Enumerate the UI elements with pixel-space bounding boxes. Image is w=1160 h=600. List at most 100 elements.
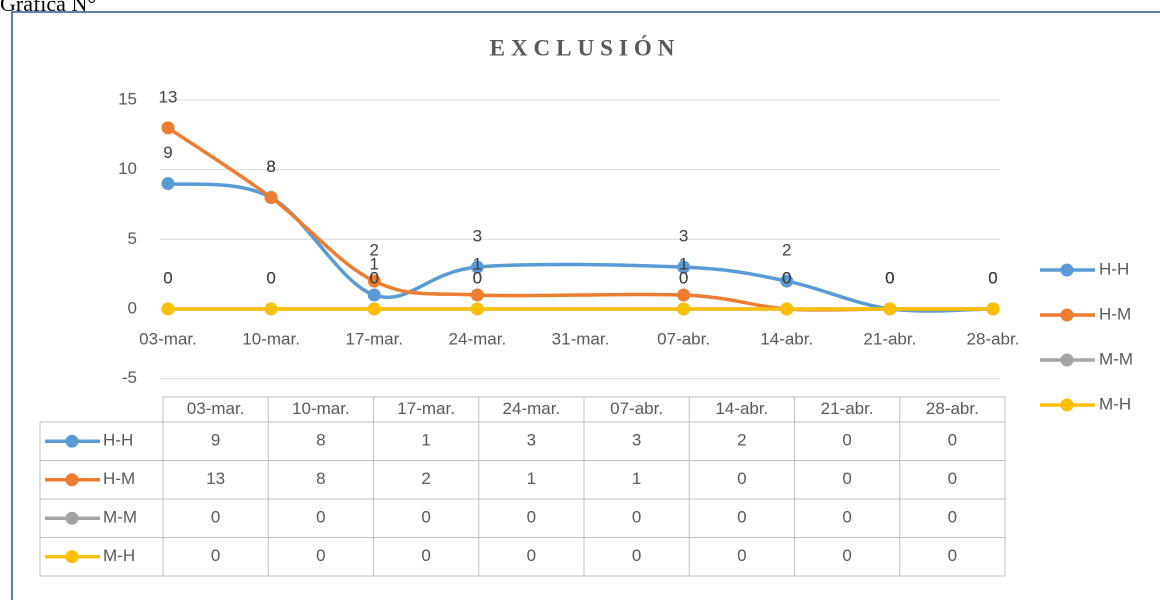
table-cell: 8 [316, 431, 325, 450]
table-cell: 0 [948, 546, 957, 565]
data-label: 0 [988, 268, 997, 287]
table-cell: 8 [316, 469, 325, 488]
data-label: 3 [473, 227, 482, 246]
data-label: 0 [885, 268, 894, 287]
y-tick-label: 15 [118, 89, 137, 108]
table-cell: 0 [316, 508, 325, 527]
legend-label: H-M [1099, 304, 1131, 323]
table-cell: 0 [737, 508, 746, 527]
data-label: 0 [988, 268, 997, 287]
data-label: 13 [159, 87, 178, 106]
legend-key-marker [1060, 353, 1074, 367]
data-label: 1 [473, 255, 482, 274]
legend-key-marker [1060, 398, 1074, 412]
table-legend-marker [65, 434, 79, 448]
table-cell: 0 [632, 546, 641, 565]
table-cell: 0 [316, 546, 325, 565]
table-header: 07-abr. [610, 399, 663, 418]
data-label: 0 [370, 268, 379, 287]
caption: Gráfica N° [0, 0, 96, 16]
table-row-label: H-H [103, 431, 133, 450]
x-tick-label: 07-abr. [657, 329, 710, 348]
chart-title: EXCLUSIÓN [490, 34, 681, 60]
y-tick-label: -5 [122, 368, 137, 387]
marker [367, 302, 381, 316]
x-tick-label: 10-mar. [242, 329, 300, 348]
table-cell: 0 [948, 469, 957, 488]
x-tick-label: 21-abr. [863, 329, 916, 348]
table-cell: 0 [842, 508, 851, 527]
table-header: 17-mar. [397, 399, 455, 418]
table-header: 21-abr. [821, 399, 874, 418]
table-cell: 0 [527, 508, 536, 527]
table-row-label: M-H [103, 546, 135, 565]
marker [161, 177, 175, 191]
y-tick-label: 0 [128, 298, 137, 317]
table-cell: 2 [737, 431, 746, 450]
table-cell: 0 [737, 546, 746, 565]
legend-key-marker [1060, 263, 1074, 277]
marker [470, 260, 484, 274]
x-tick-label: 31-mar. [552, 329, 610, 348]
data-label: 0 [266, 268, 275, 287]
table-cell: 0 [842, 431, 851, 450]
table-cell: 0 [211, 546, 220, 565]
marker [367, 274, 381, 288]
x-tick-label: 24-mar. [449, 329, 507, 348]
table-header: 03-mar. [187, 399, 245, 418]
marker [677, 288, 691, 302]
data-label: 0 [473, 268, 482, 287]
x-tick-label: 28-abr. [967, 329, 1020, 348]
marker [367, 288, 381, 302]
marker [161, 121, 175, 135]
data-label: 0 [163, 268, 172, 287]
data-label: 0 [473, 268, 482, 287]
table-cell: 1 [632, 469, 641, 488]
legend-key-marker [1060, 308, 1074, 322]
legend-label: M-H [1099, 394, 1131, 413]
x-tick-label: 03-mar. [139, 329, 197, 348]
marker [470, 288, 484, 302]
table-header: 28-abr. [926, 399, 979, 418]
data-label: 0 [988, 268, 997, 287]
table-cell: 0 [842, 469, 851, 488]
table-row-label: H-M [103, 469, 135, 488]
data-label: 0 [679, 268, 688, 287]
table-row-label: M-M [103, 508, 137, 527]
data-label: 0 [266, 268, 275, 287]
marker [677, 302, 691, 316]
table-cell: 2 [421, 469, 430, 488]
data-label: 1 [679, 255, 688, 274]
data-label: 9 [163, 143, 172, 162]
data-label: 0 [885, 268, 894, 287]
legend-label: H-H [1099, 259, 1129, 278]
x-tick-label: 14-abr. [760, 329, 813, 348]
data-label: 0 [679, 268, 688, 287]
data-label: 0 [782, 268, 791, 287]
series-line [166, 181, 995, 313]
data-label: 8 [266, 157, 275, 176]
data-label: 3 [679, 227, 688, 246]
table-cell: 0 [842, 546, 851, 565]
data-label: 2 [782, 241, 791, 260]
table-cell: 0 [948, 431, 957, 450]
table-cell: 0 [632, 508, 641, 527]
data-label: 0 [370, 268, 379, 287]
y-tick-label: 10 [118, 159, 137, 178]
marker [264, 302, 278, 316]
table-legend-marker [65, 473, 79, 487]
chart-frame [11, 11, 1160, 600]
table-cell: 3 [632, 431, 641, 450]
y-tick-label: 5 [128, 229, 137, 248]
data-label: 2 [370, 241, 379, 260]
data-label: 0 [885, 268, 894, 287]
data-label: 0 [782, 268, 791, 287]
series-line [166, 126, 995, 312]
table-cell: 3 [527, 431, 536, 450]
marker [470, 302, 484, 316]
marker [780, 302, 794, 316]
table-cell: 0 [421, 546, 430, 565]
marker [986, 302, 1000, 316]
table-header: 14-abr. [715, 399, 768, 418]
table-cell: 0 [421, 508, 430, 527]
